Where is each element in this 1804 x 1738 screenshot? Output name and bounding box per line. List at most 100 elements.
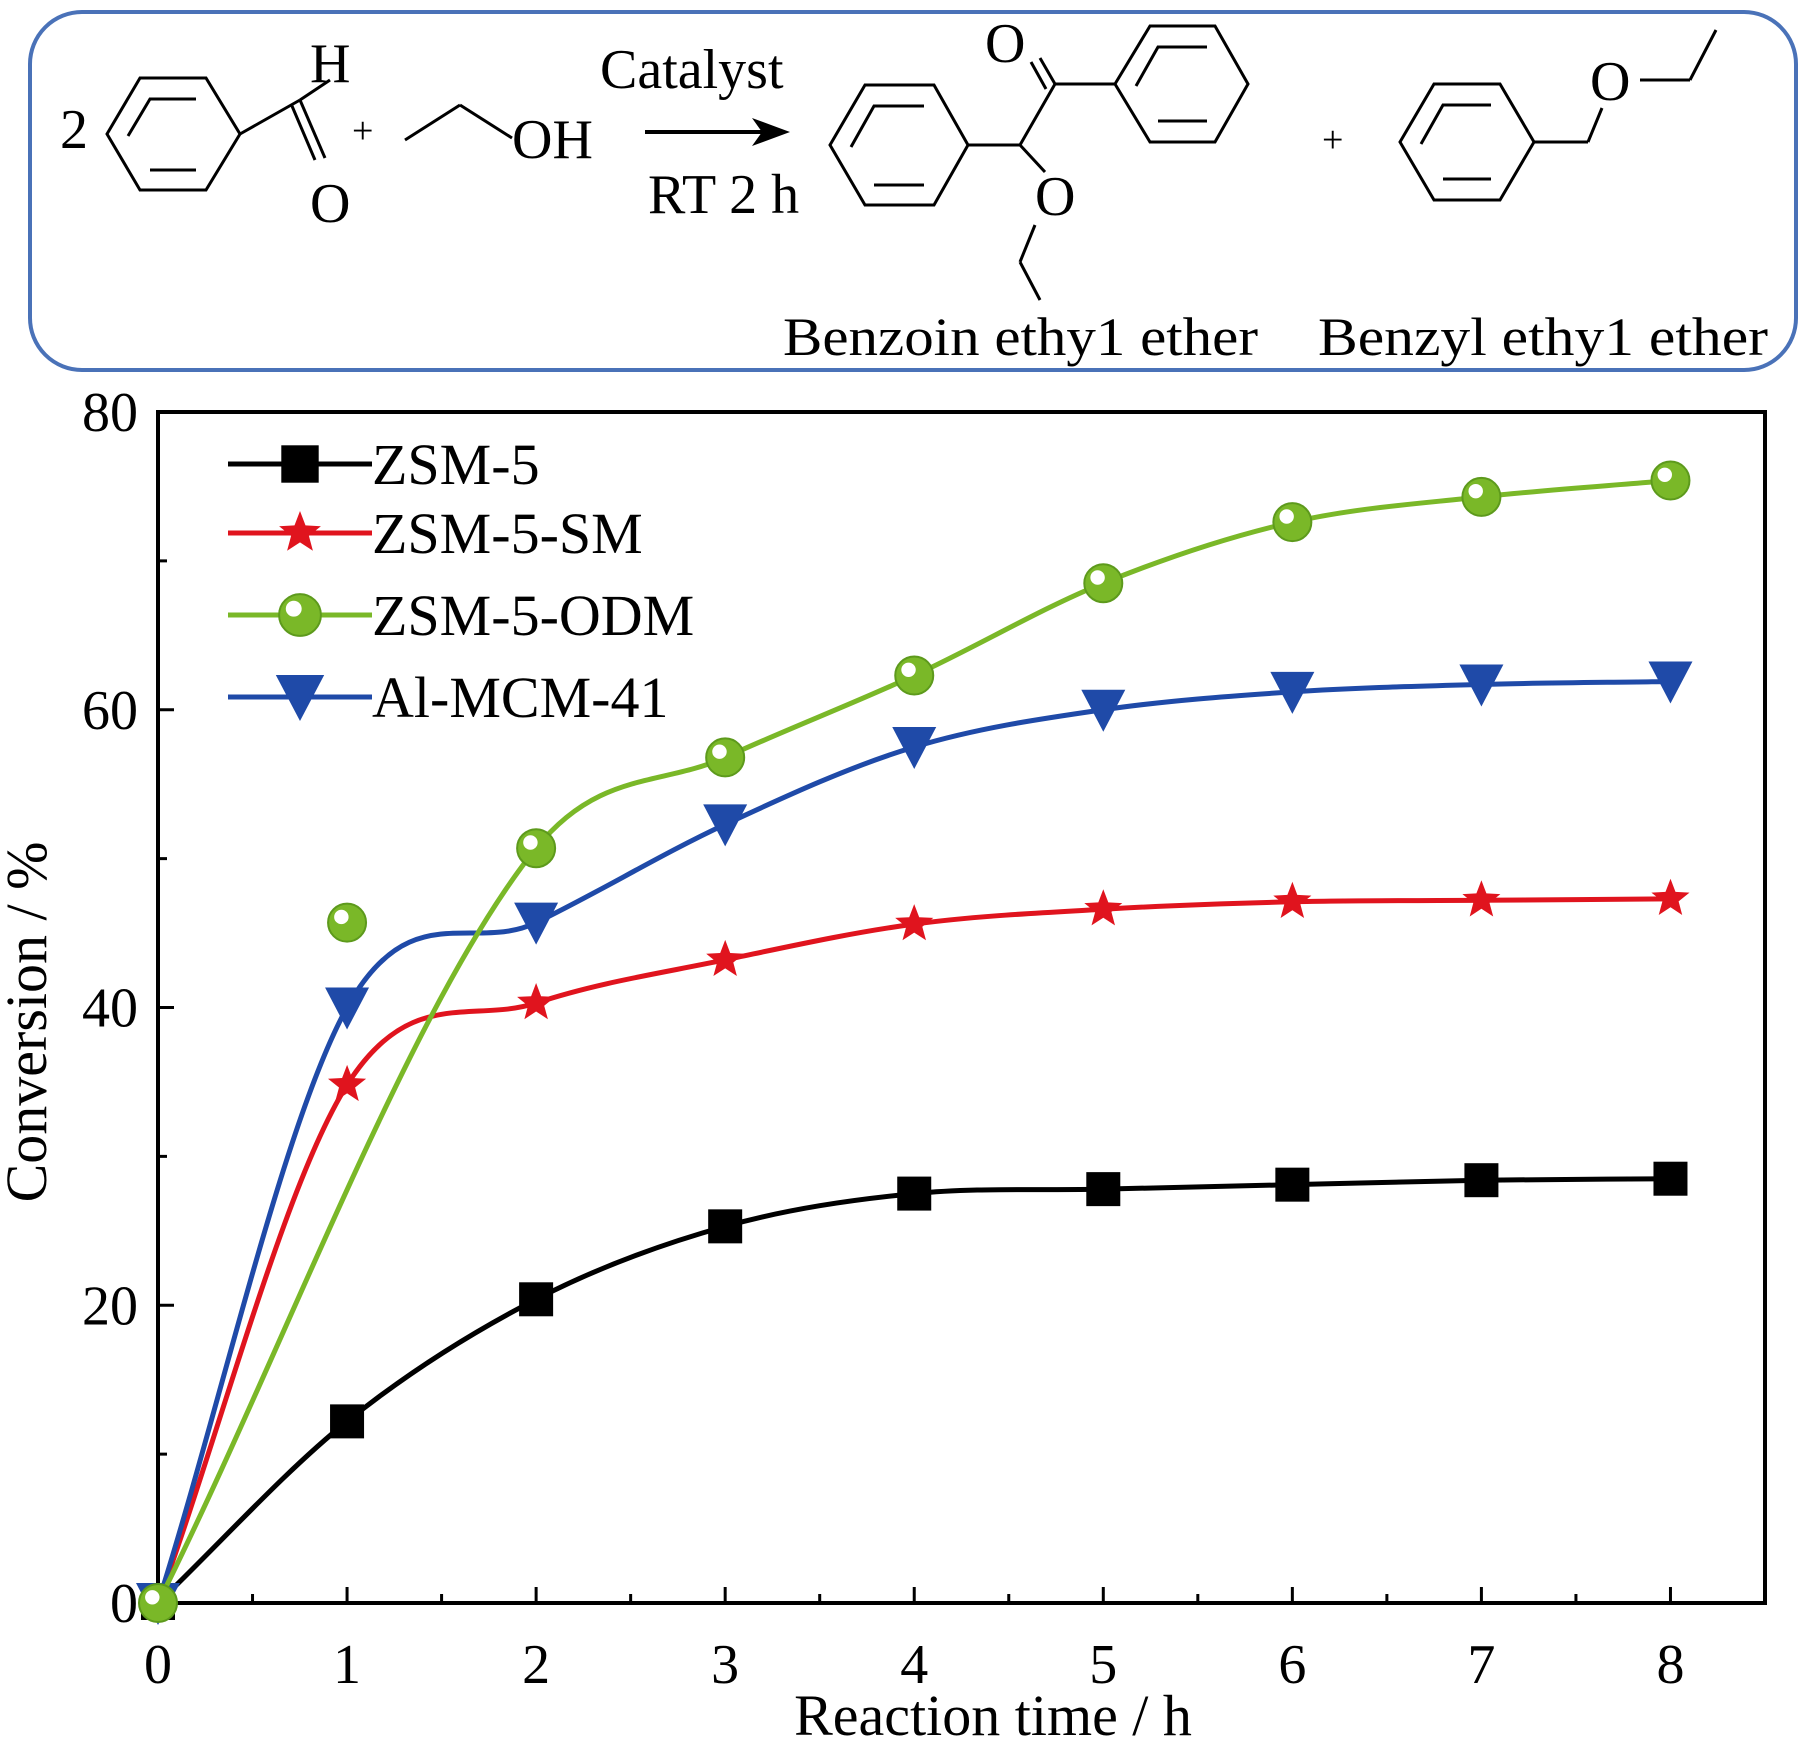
data-point — [897, 1176, 932, 1211]
reaction-scheme: 2 H O + OH Catalyst RT 2 h — [28, 10, 1798, 372]
product1-name: Benzoin ethy1 ether — [783, 307, 1258, 367]
product2-ether-o-label: O — [1590, 51, 1630, 113]
plus-sign-2: + — [1322, 119, 1343, 161]
benzoin-ethyl-ether-structure — [828, 24, 1250, 301]
x-tick-label: 5 — [1089, 1634, 1117, 1696]
marker-highlight — [285, 600, 302, 617]
data-point — [1272, 502, 1313, 543]
data-point — [703, 804, 748, 847]
data-point — [138, 1583, 178, 1623]
x-tick-label: 0 — [144, 1634, 172, 1696]
marker-highlight — [901, 662, 916, 678]
data-point — [1459, 664, 1504, 707]
marker-highlight — [523, 835, 538, 850]
data-point — [1461, 476, 1502, 517]
arrow-top-label: Catalyst — [600, 39, 784, 101]
data-point — [1650, 460, 1691, 501]
series-layer — [136, 460, 1693, 1625]
data-point — [1651, 878, 1690, 915]
legend-label: Al-MCM-41 — [372, 665, 668, 730]
marker-highlight — [712, 744, 727, 759]
x-tick-label: 4 — [900, 1634, 928, 1696]
data-point — [706, 939, 745, 976]
y-tick-label: 60 — [82, 680, 138, 742]
data-point — [327, 902, 368, 943]
series-zsm-5-sm — [139, 878, 1690, 1620]
data-point — [892, 726, 937, 769]
ethanol-label: OH — [512, 109, 593, 171]
data-point — [514, 902, 559, 945]
aldehyde-h-label: H — [310, 33, 350, 95]
data-point — [516, 828, 557, 869]
x-tick-label: 6 — [1278, 1634, 1306, 1696]
legend-marker — [281, 445, 319, 483]
product1-carbonyl-o-label: O — [985, 13, 1025, 75]
data-point — [517, 983, 556, 1020]
marker-highlight — [145, 1590, 160, 1605]
ethanol-structure — [404, 103, 513, 142]
marker-highlight — [1468, 483, 1483, 499]
x-tick-label: 2 — [522, 1634, 550, 1696]
data-point — [1270, 671, 1315, 714]
data-point — [708, 1209, 743, 1244]
reaction-arrow — [645, 118, 790, 146]
marker-body — [705, 737, 746, 778]
y-tick-label: 40 — [82, 978, 138, 1040]
legend-label: ZSM-5 — [372, 432, 540, 497]
legend-item-zsm-5: ZSM-5 — [228, 432, 540, 497]
y-tick-label: 80 — [82, 382, 138, 444]
legend-item-zsm-5-sm: ZSM-5-SM — [228, 501, 643, 566]
marker-body — [1272, 502, 1313, 543]
scheme-box — [28, 10, 1798, 372]
data-point — [1648, 661, 1693, 704]
legend-marker — [278, 593, 322, 637]
y-axis-label: Conversion / % — [0, 842, 59, 1203]
data-point — [1464, 1163, 1499, 1198]
y-tick-label: 20 — [82, 1275, 138, 1337]
benzaldehyde-structure — [105, 76, 331, 192]
data-point — [894, 655, 935, 696]
series-line — [156, 1176, 1671, 1605]
data-point — [1462, 880, 1501, 917]
data-point — [705, 737, 746, 778]
marker-highlight — [1657, 467, 1672, 483]
reagent-coefficient: 2 — [60, 99, 88, 161]
legend-item-al-mcm-41: Al-MCM-41 — [228, 665, 668, 730]
legend-marker — [275, 675, 325, 721]
x-tick-label: 1 — [333, 1634, 361, 1696]
arrow-bottom-label: RT 2 h — [648, 164, 799, 226]
series-zsm-5-odm — [138, 460, 1691, 1623]
y-tick-label: 0 — [110, 1573, 138, 1635]
data-point — [1653, 1161, 1688, 1196]
plus-sign-1: + — [352, 110, 373, 152]
legend-item-zsm-5-odm: ZSM-5-ODM — [228, 583, 694, 648]
series-al-mcm-41 — [136, 661, 1693, 1625]
marker-body — [1461, 476, 1502, 517]
product1-ether-o-label: O — [1035, 166, 1075, 228]
marker-body — [516, 828, 557, 869]
marker-body — [1083, 563, 1124, 604]
aldehyde-o-label: O — [310, 173, 350, 235]
series-line — [155, 678, 1671, 1604]
data-point — [1081, 689, 1126, 732]
product2-name: Benzyl ethy1 ether — [1318, 307, 1768, 367]
x-axis-label: Reaction time / h — [794, 1683, 1192, 1738]
legend-label: ZSM-5-ODM — [372, 583, 694, 648]
marker-body — [327, 902, 368, 943]
data-point — [325, 987, 370, 1030]
data-point — [328, 1064, 367, 1102]
series-zsm-5 — [141, 1161, 1688, 1620]
data-point — [330, 1404, 365, 1439]
legend-label: ZSM-5-SM — [372, 501, 643, 566]
series-line — [155, 896, 1671, 1604]
x-tick-label: 7 — [1467, 1634, 1495, 1696]
marker-highlight — [334, 909, 349, 925]
marker-body — [894, 655, 935, 696]
x-tick-label: 8 — [1656, 1634, 1684, 1696]
data-point — [1273, 881, 1312, 918]
legend-marker — [279, 511, 321, 551]
